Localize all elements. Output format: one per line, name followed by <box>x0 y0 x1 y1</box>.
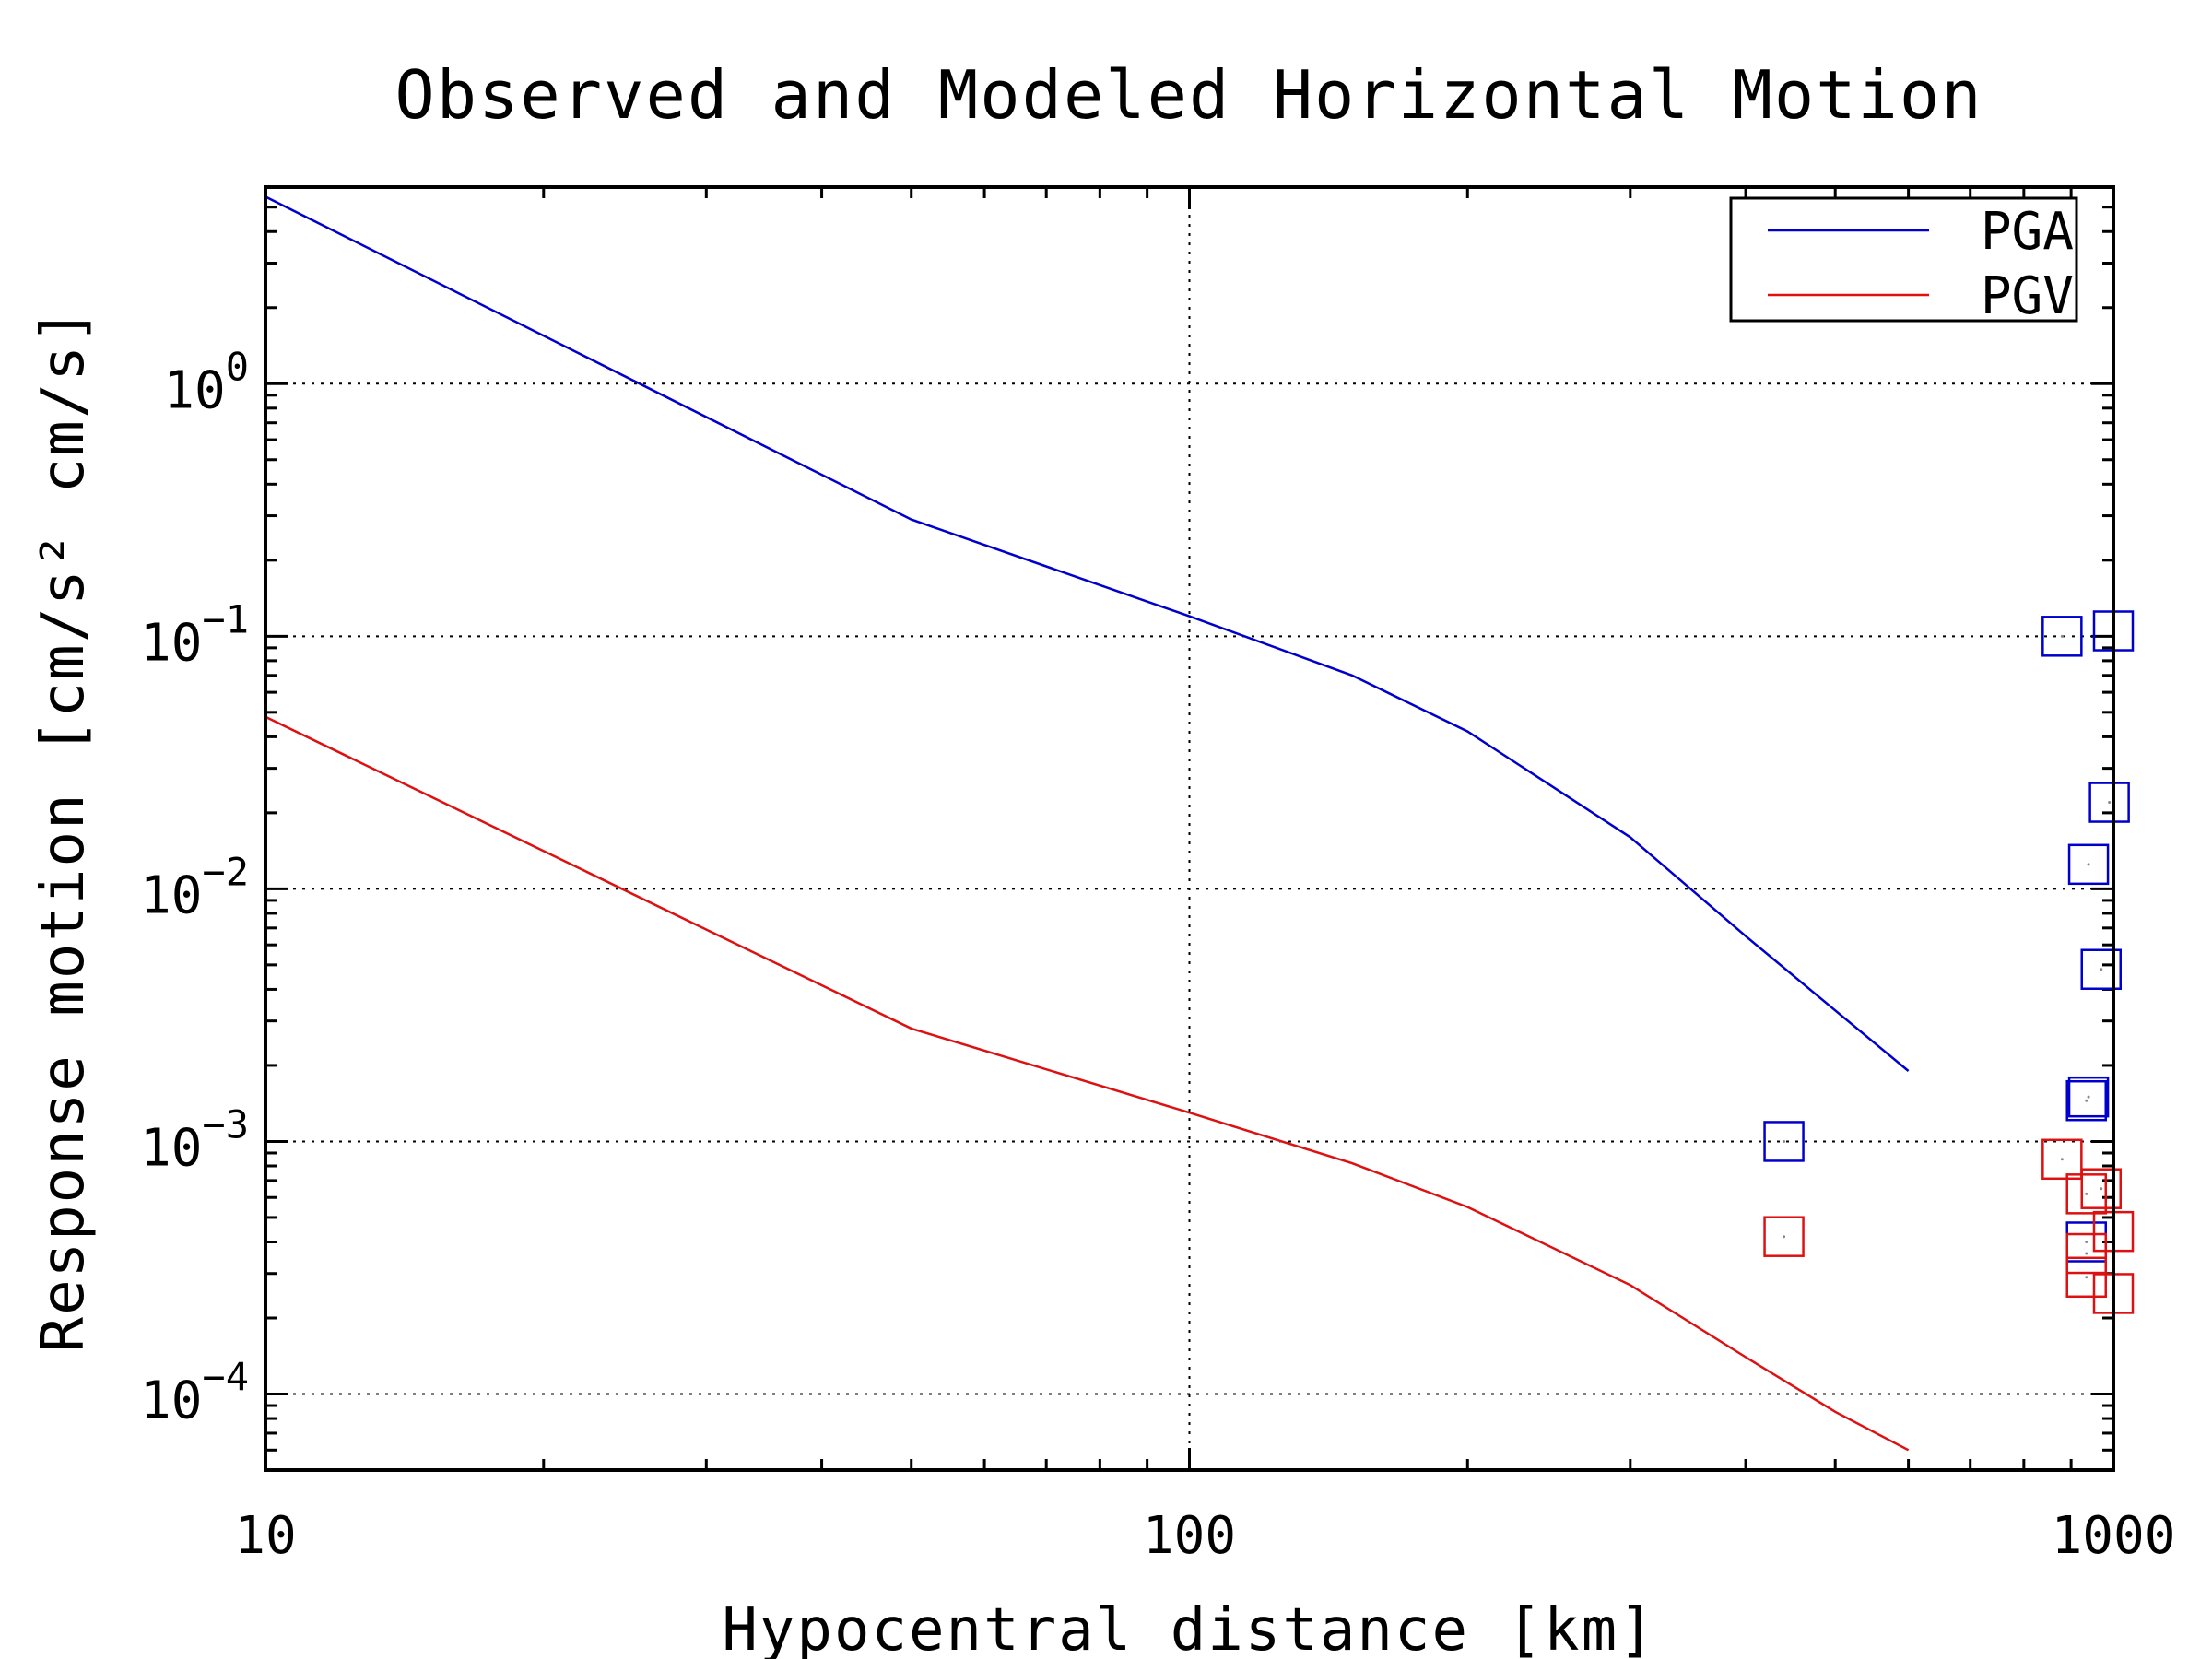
observation-point-pga <box>2088 782 2130 823</box>
x-tick-label: 1000 <box>2052 1506 2176 1566</box>
x-tick-label: 100 <box>1143 1506 1236 1566</box>
marker-dot <box>2060 634 2064 638</box>
marker-square <box>1763 1121 1805 1162</box>
marker-dot <box>2085 1276 2088 1279</box>
marker-dot <box>2085 1192 2088 1195</box>
marker-dot <box>2100 968 2103 971</box>
y-axis-label: Response motion [cm/s² cm/s] <box>29 307 98 1353</box>
y-tick-label: 100 <box>163 344 249 420</box>
marker-square <box>2065 1173 2107 1215</box>
marker-square <box>2065 1256 2107 1299</box>
plot-frame <box>264 185 2115 1472</box>
legend-label-pgv: PGV <box>1981 266 2074 326</box>
observation-point-pga <box>2067 843 2110 886</box>
legend-box <box>1729 196 2078 323</box>
marker-dot <box>2087 1095 2090 1099</box>
x-axis-label: Hypocentral distance [km] <box>722 1596 1655 1659</box>
observation-point-pgv <box>2065 1232 2107 1275</box>
observation-point-pga <box>2080 948 2122 990</box>
series-line-pgv <box>265 715 1910 1452</box>
series-layer <box>265 195 1910 1452</box>
observation-point-pga <box>2065 1221 2107 1263</box>
observation-point-pga <box>2065 1079 2107 1122</box>
chart-title: Observed and Modeled Horizontal Motion <box>394 56 1983 134</box>
marker-dot <box>1783 1235 1786 1239</box>
axis-ticks <box>264 185 2115 1472</box>
y-tick-label: 10−4 <box>140 1354 249 1430</box>
observation-point-pga <box>2041 616 2083 657</box>
marker-dot <box>2085 1240 2088 1243</box>
x-tick-labels: 10 100 1000 <box>234 1506 2175 1566</box>
observation-point-pgv <box>2080 1168 2122 1209</box>
observation-point-pgv <box>1763 1216 1805 1257</box>
marker-square <box>2080 948 2122 990</box>
marker-square <box>2080 1168 2122 1209</box>
marker-dot <box>2060 1158 2064 1161</box>
grid-lines <box>265 187 2113 1470</box>
marker-dot <box>2085 1099 2088 1102</box>
marker-square <box>2041 616 2083 657</box>
marker-square <box>2065 1232 2107 1275</box>
observation-point-pgv <box>2065 1173 2107 1215</box>
observation-point-pgv <box>2065 1256 2107 1299</box>
marker-dot <box>2100 1187 2103 1191</box>
y-tick-label: 10−3 <box>140 1101 249 1178</box>
marker-square <box>2067 843 2110 886</box>
marker-dot <box>2085 1252 2088 1255</box>
legend-label-pga: PGA <box>1981 202 2074 262</box>
marker-square <box>2041 1138 2083 1181</box>
marker-square <box>2088 782 2130 823</box>
y-tick-labels: 100 10−1 10−2 10−3 10−4 <box>140 344 249 1430</box>
observation-point-pga <box>2067 1076 2110 1118</box>
marker-dot <box>2087 863 2090 866</box>
marker-square <box>1763 1216 1805 1257</box>
observation-markers <box>1763 610 2135 1314</box>
marker-square <box>2067 1076 2110 1118</box>
x-tick-label: 10 <box>234 1506 296 1566</box>
observation-point-pgv <box>2041 1138 2083 1181</box>
observation-point-pga <box>1763 1121 1805 1162</box>
marker-dot <box>1783 1139 1786 1143</box>
marker-square <box>2065 1079 2107 1122</box>
y-tick-label: 10−2 <box>140 849 249 925</box>
marker-dot <box>2108 801 2112 805</box>
series-line-pga <box>265 195 1910 1072</box>
y-tick-label: 10−1 <box>140 596 249 673</box>
